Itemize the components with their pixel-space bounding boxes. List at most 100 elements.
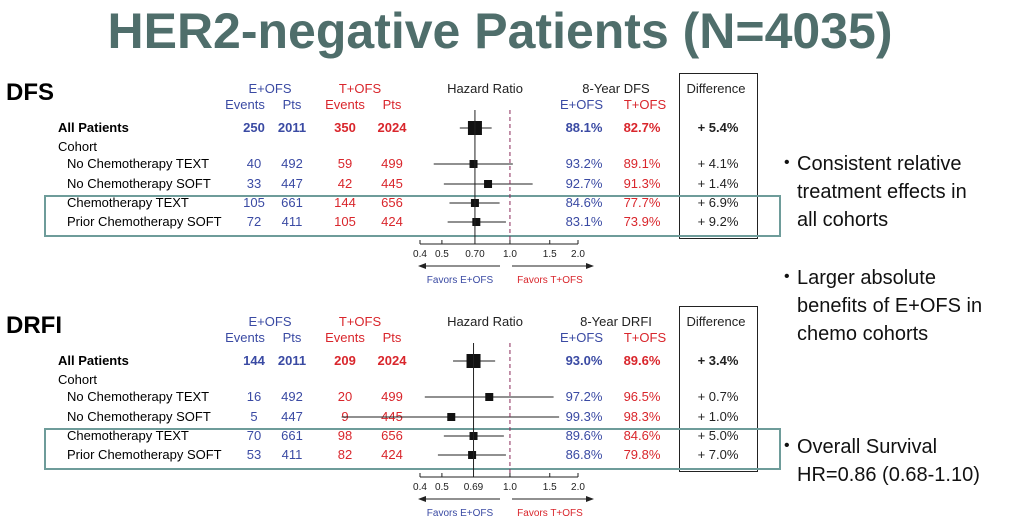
section-label: DFS [6,79,54,106]
bullet-line: Larger absolute [797,267,936,289]
difference-value: + 6.9% [697,195,739,210]
difference-header: Difference [686,314,746,329]
hr-marker [472,218,481,226]
e-rate-value: 93.0% [565,353,603,368]
t-pts-value: 445 [381,176,403,191]
arrow-right-icon [586,496,594,502]
e-events-value: 40 [246,156,262,171]
hr-marker [468,451,477,459]
difference-box [679,306,758,472]
e-rate-value: 92.7% [565,176,603,191]
survival-header: 8-Year DRFI [580,314,652,329]
hr-marker [484,180,493,188]
e-events-value: 70 [246,428,262,443]
difference-value: + 0.7% [697,389,739,404]
t-rate-value: 79.8% [623,447,661,462]
arrow-left-icon [418,263,426,269]
t-pts-value: 656 [381,428,403,443]
difference-value: + 3.4% [697,353,739,368]
e-events-value: 98 [337,428,353,443]
difference-value: + 1.4% [697,176,739,191]
difference-header: Difference [686,81,746,96]
t-rate-value: 89.1% [623,156,661,171]
e-events-value: 350 [334,120,356,135]
difference-value: + 1.0% [697,409,739,424]
e-rate-value: 89.6% [565,428,603,443]
pts-header: Pts [382,330,402,345]
t-pts-value: 656 [381,195,403,210]
arrow-left-icon [418,496,426,502]
section-label: DRFI [6,312,62,339]
tick-label: 1.0 [503,482,517,493]
bullet-dot: • [784,268,790,285]
pts-header: Pts [382,97,402,112]
t-rate-value: 84.6% [623,428,661,443]
bullet-line: Overall Survival [797,436,938,458]
difference-value: + 7.0% [697,447,739,462]
e-rate-value: 88.1% [565,120,603,135]
arrow-right-icon [586,263,594,269]
e-events-value: 20 [337,389,353,404]
t-pts-value: 424 [381,214,403,229]
hazard-ratio-header: Hazard Ratio [447,81,523,96]
tick-label: 0.5 [435,249,449,260]
hazard-ratio-header: Hazard Ratio [447,314,523,329]
difference-value: + 9.2% [697,214,739,229]
e-events-value: 5 [250,409,258,424]
tick-label: 1.5 [543,249,557,260]
tick-label: 1.5 [543,482,557,493]
events-header: Events [325,330,365,345]
e-pts-value: 411 [281,214,303,229]
t-pts-value: 499 [381,389,403,404]
row-label: Chemotherapy TEXT [67,195,189,210]
chemo-highlight-box [44,195,781,237]
e-events-value: 105 [243,195,265,210]
chemo-highlight-box [44,428,781,470]
tofs-header: T+OFS [623,330,667,345]
favors-right-label: Favors T+OFS [517,275,583,286]
hr-marker [447,413,456,421]
e-rate-value: 83.1% [565,214,603,229]
e-pts-value: 411 [281,447,303,462]
events-header: Events [225,97,265,112]
e-pts-value: 492 [281,156,303,171]
bullet-line: benefits of E+OFS in [797,295,983,317]
e-rate-value: 84.6% [565,195,603,210]
eofs-header: E+OFS [560,97,603,112]
e-events-value: 33 [246,176,262,191]
tick-label: 0.4 [413,482,427,493]
e-events-value: 144 [334,195,356,210]
e-events-value: 59 [337,156,353,171]
e-events-value: 144 [243,353,265,368]
t-rate-value: 77.7% [623,195,661,210]
hr-marker [469,160,478,168]
row-label: All Patients [58,353,129,368]
bullet-line: HR=0.86 (0.68-1.10) [797,464,980,486]
e-rate-value: 97.2% [565,389,603,404]
difference-value: + 5.0% [697,428,739,443]
bullet-line: all cohorts [797,209,889,231]
tick-label: 0.69 [464,482,484,493]
tick-label: 0.70 [465,249,485,260]
row-label: No Chemotherapy TEXT [67,389,210,404]
pts-header: Pts [282,97,302,112]
t-rate-value: 91.3% [623,176,661,191]
tick-label: 1.0 [503,249,517,260]
bullet-dot: • [784,154,790,171]
e-pts-value: 447 [281,176,303,191]
difference-box [679,73,758,239]
hr-marker [485,393,494,401]
events-header: Events [225,330,265,345]
e-events-value: 72 [246,214,262,229]
favors-left-label: Favors E+OFS [427,275,494,286]
t-pts-value: 2024 [377,353,407,368]
e-rate-value: 99.3% [565,409,603,424]
tofs-header: T+OFS [623,97,667,112]
bullet-line: treatment effects in [797,181,967,203]
page-title: HER2-negative Patients (N=4035) [107,3,893,59]
row-label: All Patients [58,120,129,135]
e-events-value: 82 [337,447,353,462]
row-label: Prior Chemotherapy SOFT [67,447,222,462]
t-pts-value: 424 [381,447,403,462]
